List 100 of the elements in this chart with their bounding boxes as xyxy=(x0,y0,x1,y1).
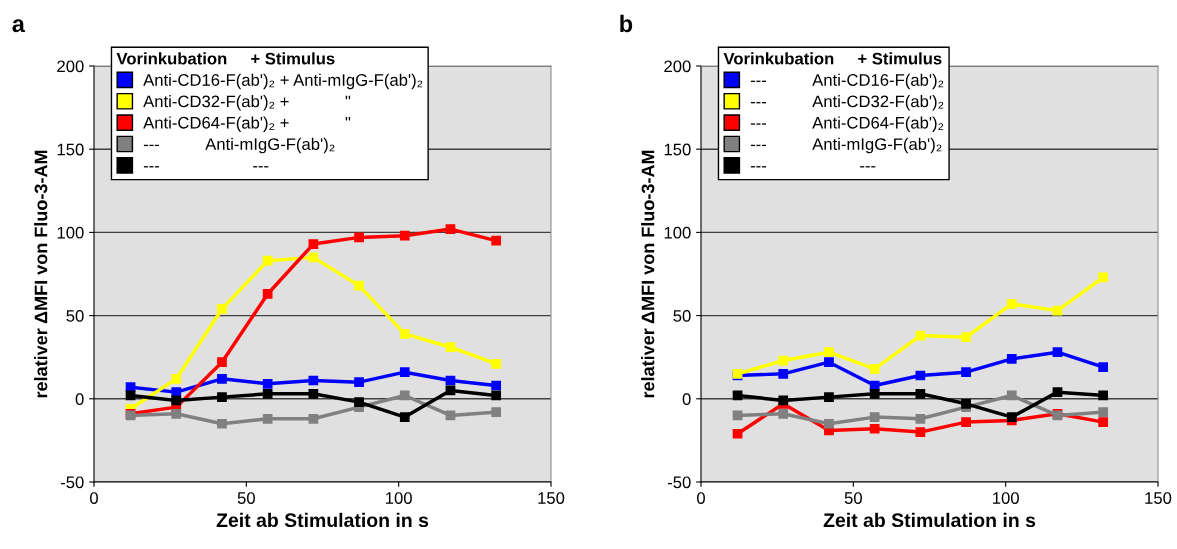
point xyxy=(308,239,319,249)
point xyxy=(217,392,227,402)
point xyxy=(262,289,273,299)
legend-label: --- --- xyxy=(143,166,269,168)
point xyxy=(778,368,789,379)
point xyxy=(171,408,182,419)
point xyxy=(915,413,926,424)
point xyxy=(1098,362,1109,373)
y-tick-label: 200 xyxy=(664,60,691,73)
point xyxy=(262,378,273,389)
point xyxy=(262,413,273,424)
point xyxy=(732,428,743,439)
point xyxy=(869,388,880,399)
point xyxy=(308,413,319,424)
legend-label: --- Anti-CD64-F(ab')₂ xyxy=(750,116,944,132)
y-tick-label: 150 xyxy=(57,143,84,156)
point xyxy=(491,407,502,417)
point xyxy=(869,423,880,434)
point xyxy=(778,355,789,366)
point xyxy=(354,232,364,243)
x-tick-label: 50 xyxy=(844,492,862,504)
y-axis-title: relativer ΔMFI von Fluo-3-AM xyxy=(34,150,48,398)
point xyxy=(308,388,319,399)
point xyxy=(171,395,182,406)
point xyxy=(961,398,971,409)
point xyxy=(399,230,410,241)
y-tick-label: 100 xyxy=(664,226,691,239)
point xyxy=(262,388,273,399)
point xyxy=(824,347,834,358)
legend-label: Anti-CD64-F(ab')₂ + " xyxy=(143,116,351,132)
legend-label: --- --- xyxy=(750,166,876,168)
legend-label: --- Anti-mIgG-F(ab')₂ xyxy=(143,137,335,154)
y-tick-label: -50 xyxy=(667,476,691,489)
point xyxy=(308,252,319,263)
point xyxy=(824,392,834,402)
point xyxy=(961,367,971,378)
x-tick-label: 0 xyxy=(90,492,98,504)
point xyxy=(262,255,273,266)
legend-title: Vorinkubation + Stimulus xyxy=(116,52,335,65)
y-tick-label: 100 xyxy=(57,226,84,239)
point xyxy=(445,224,456,234)
x-tick-label: 50 xyxy=(237,492,255,504)
point xyxy=(171,387,182,398)
x-axis-title: Zeit ab Stimulation in s xyxy=(216,512,429,528)
legend-label: --- Anti-CD16-F(ab')₂ xyxy=(750,73,944,90)
point xyxy=(217,357,227,368)
point xyxy=(217,304,227,314)
point xyxy=(217,373,227,384)
legend-label: Anti-CD16-F(ab')₂ + Anti-mIgG-F(ab')₂ xyxy=(143,73,423,90)
chart-title: b xyxy=(620,14,633,33)
point xyxy=(915,427,926,437)
point xyxy=(445,342,456,353)
point xyxy=(354,397,364,407)
point xyxy=(1006,412,1017,422)
legend-label: Anti-CD32-F(ab')₂ + " xyxy=(143,95,351,111)
y-tick-label: 50 xyxy=(66,310,84,322)
x-tick-label: 100 xyxy=(993,492,1019,504)
point xyxy=(308,375,319,386)
point xyxy=(491,235,502,246)
point xyxy=(354,377,364,388)
x-tick-label: 100 xyxy=(386,492,412,504)
chart-title: a xyxy=(12,19,26,33)
y-tick-label: 200 xyxy=(57,60,84,73)
y-axis-title: relativer ΔMFI von Fluo-3-AM xyxy=(641,150,655,398)
point xyxy=(1098,272,1109,283)
y-tick-label: -50 xyxy=(60,476,84,489)
point xyxy=(399,367,410,378)
point xyxy=(171,373,182,384)
point xyxy=(399,390,410,401)
y-tick-label: 0 xyxy=(682,393,691,405)
point xyxy=(778,408,789,419)
point xyxy=(354,280,364,291)
point xyxy=(869,363,880,374)
point xyxy=(217,418,227,429)
point xyxy=(399,412,410,422)
point xyxy=(824,357,834,368)
legend-title: Vorinkubation + Stimulus xyxy=(723,52,942,65)
point xyxy=(1006,354,1017,364)
x-tick-label: 150 xyxy=(1145,492,1172,504)
point xyxy=(915,330,926,341)
point xyxy=(961,332,971,343)
point xyxy=(915,388,926,399)
point xyxy=(1098,407,1109,417)
point xyxy=(1052,347,1063,358)
point xyxy=(824,418,834,429)
point xyxy=(491,380,502,391)
point xyxy=(491,358,502,369)
point xyxy=(869,412,880,422)
point xyxy=(399,329,410,339)
point xyxy=(915,370,926,381)
point xyxy=(1006,390,1017,401)
y-tick-label: 50 xyxy=(673,310,691,322)
point xyxy=(1006,299,1017,309)
y-tick-label: 150 xyxy=(664,143,691,156)
x-tick-label: 0 xyxy=(697,492,705,504)
point xyxy=(961,417,971,427)
legend-label: --- Anti-CD32-F(ab')₂ xyxy=(750,95,944,111)
x-tick-label: 150 xyxy=(538,492,565,504)
point xyxy=(1098,390,1109,401)
point xyxy=(1052,387,1063,398)
